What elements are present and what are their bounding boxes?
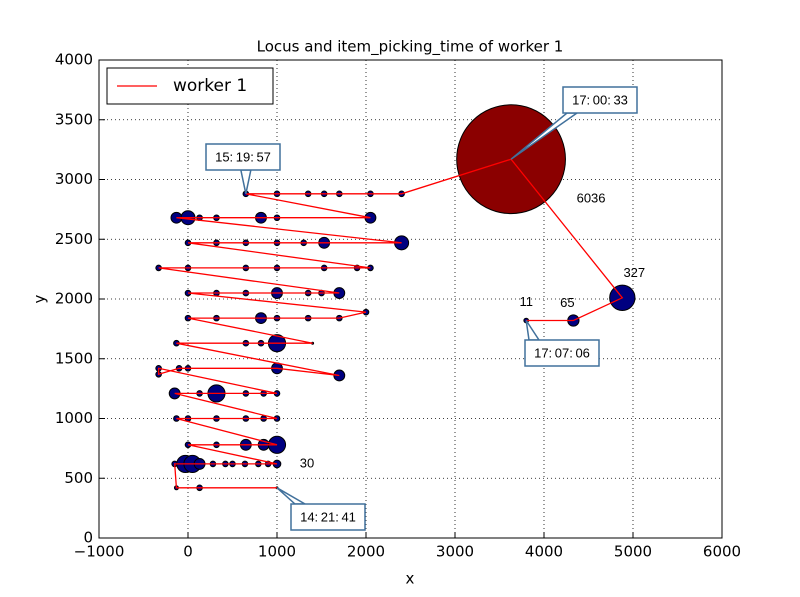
callout-pointer <box>239 169 252 194</box>
y-tick-label: 0 <box>83 529 93 547</box>
locus-line <box>157 158 624 489</box>
callout-pointer <box>525 320 541 341</box>
callout-box <box>290 503 366 531</box>
size-label: 30 <box>300 455 314 470</box>
annotation: 17: 00: 33 <box>572 92 628 107</box>
y-tick-label: 2500 <box>55 230 93 248</box>
chart-title: Locus and item_picking_time of worker 1 <box>257 38 564 57</box>
y-tick-label: 4000 <box>55 51 93 69</box>
x-tick-label: 1000 <box>258 543 296 561</box>
x-tick-label: 3000 <box>436 543 474 561</box>
y-tick-label: 3500 <box>55 110 93 128</box>
x-axis-label: x <box>406 570 415 588</box>
x-tick-label: 2000 <box>347 543 385 561</box>
size-label: 11 <box>519 294 533 309</box>
annotation: 17: 07: 06 <box>534 345 590 360</box>
size-label: 6036 <box>577 191 606 206</box>
callout-pointer <box>276 487 308 505</box>
y-axis-label: y <box>31 294 49 303</box>
y-tick-label: 2000 <box>55 290 93 308</box>
x-tick-label: 5000 <box>614 543 652 561</box>
annotation: 15: 19: 57 <box>215 149 271 164</box>
y-tick-label: 1500 <box>55 349 93 367</box>
x-tick-label: 0 <box>183 543 193 561</box>
x-tick-label: 6000 <box>703 543 741 561</box>
callout-box <box>524 339 600 367</box>
y-tick-label: 3000 <box>55 170 93 188</box>
x-tick-label: 4000 <box>525 543 563 561</box>
size-label: 65 <box>560 295 574 310</box>
x-tick-label: −1000 <box>74 543 125 561</box>
size-label: 327 <box>623 265 645 280</box>
legend-label: worker 1 <box>173 76 247 96</box>
plot-frame <box>98 59 723 539</box>
y-tick-label: 1000 <box>55 409 93 427</box>
callout-box <box>562 86 638 114</box>
annotation: 14: 21: 41 <box>300 509 356 524</box>
y-tick-label: 500 <box>64 469 93 487</box>
callout-box <box>205 143 281 171</box>
